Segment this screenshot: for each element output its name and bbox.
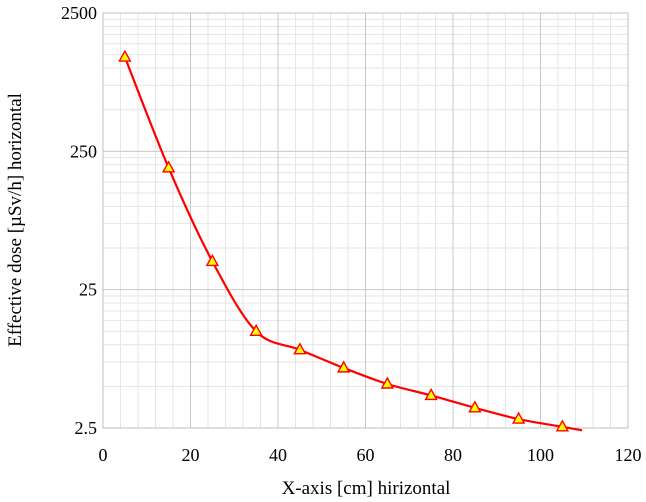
y-tick-label: 250	[70, 141, 97, 161]
plot-frame	[102, 12, 629, 429]
data-point-marker	[380, 376, 395, 389]
x-tick-label: 0	[99, 445, 108, 465]
y-tick-labels: 2.5 25 250 2500	[61, 3, 97, 438]
y-tick-label: 25	[79, 280, 97, 300]
x-tick-label: 60	[357, 445, 375, 465]
x-tick-label: 120	[615, 445, 642, 465]
data-point-marker	[293, 342, 307, 355]
y-axis-title: Effective dose [µSv/h] horizontal	[5, 93, 26, 347]
data-point-marker	[511, 411, 526, 424]
y-tick-label: 2.5	[75, 418, 98, 438]
x-tick-label: 20	[182, 445, 200, 465]
series-markers	[118, 49, 570, 432]
x-axis-title: X-axis [cm] hirizontal	[282, 478, 451, 499]
x-tick-label: 40	[269, 445, 287, 465]
data-point-marker	[118, 49, 132, 62]
grid-major	[102, 12, 629, 429]
data-point-marker	[555, 419, 570, 432]
data-point-marker	[205, 253, 220, 267]
data-point-marker	[468, 400, 482, 413]
y-tick-label: 2500	[61, 3, 97, 23]
series-line	[123, 56, 583, 432]
data-point-marker	[424, 387, 438, 401]
data-point-marker	[336, 360, 351, 373]
x-tick-labels: 0 20 40 60 80 100 120	[99, 445, 642, 465]
data-point-marker	[161, 160, 176, 173]
x-tick-label: 100	[527, 445, 554, 465]
data-point-marker	[249, 323, 263, 337]
x-tick-label: 80	[444, 445, 462, 465]
